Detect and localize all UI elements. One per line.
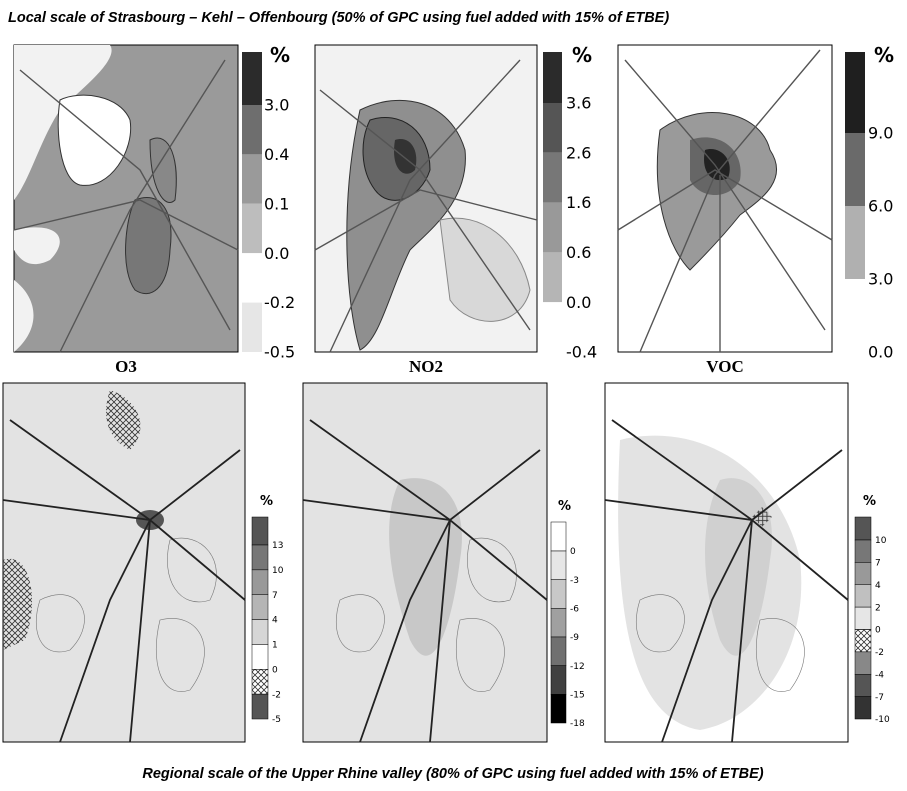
legend-swatch [242, 253, 262, 303]
legend-label: 0.0 [264, 244, 289, 263]
legend-swatch [543, 302, 562, 352]
legend-label: 9.0 [868, 124, 893, 143]
map-regional-voc [604, 382, 849, 743]
legend-swatch [550, 550, 567, 580]
map-voc [617, 44, 833, 353]
legend-swatch [251, 644, 269, 670]
legend-swatch [845, 133, 865, 206]
legend-swatch [251, 619, 269, 645]
legend-label: 7 [272, 591, 278, 601]
top-title: Local scale of Strasbourg – Kehl – Offen… [8, 10, 669, 26]
legend-swatch [854, 516, 872, 541]
legend-swatch [854, 674, 872, 697]
legend-swatch [251, 594, 269, 620]
legend-swatch [251, 569, 269, 595]
legend-label: 13 [272, 541, 283, 551]
legend-swatch [854, 539, 872, 563]
legend-label: 4 [875, 581, 881, 591]
legend-label: 4 [272, 616, 278, 626]
legend-label: 2 [875, 603, 881, 613]
bottom-title: Regional scale of the Upper Rhine valley… [142, 766, 763, 782]
legend-swatch [543, 103, 562, 153]
legend-unit: % [863, 494, 876, 509]
legend-label: -7 [875, 693, 884, 703]
legend-swatch [854, 629, 872, 653]
legend-label: 3.6 [566, 94, 591, 113]
legend-swatch [550, 608, 567, 638]
legend-label: -15 [570, 690, 585, 700]
legend-swatch [845, 52, 865, 133]
legend-label: -3 [570, 576, 579, 586]
legend-label: -4 [875, 670, 884, 680]
legend-swatch [550, 521, 567, 552]
legend-label: 0.6 [566, 243, 591, 262]
map-regional-no2 [302, 382, 548, 743]
legend-swatch [543, 202, 562, 253]
legend-swatch [543, 152, 562, 203]
legend-label: 0.4 [264, 145, 289, 164]
legend-swatch [543, 52, 562, 103]
legend-label: -0.5 [264, 343, 295, 362]
legend-label: 10 [272, 566, 284, 576]
legend-label: 7 [875, 559, 881, 569]
legend-swatch [854, 562, 872, 585]
panel-label: O3 [115, 357, 137, 376]
legend-unit: % [572, 43, 592, 67]
legend-label: -2 [272, 690, 281, 700]
legend-label: -2 [875, 648, 884, 658]
legend-label: 0 [875, 626, 881, 636]
legend-label: 10 [875, 536, 887, 546]
legend-label: 6.0 [868, 197, 893, 216]
map-regional-o3 [2, 382, 246, 743]
legend-swatch [251, 693, 269, 720]
legend-unit: % [270, 43, 290, 67]
legend-swatch [550, 694, 567, 724]
legend-swatch [854, 651, 872, 675]
panel-label: NO2 [409, 357, 443, 376]
panel-label: VOC [706, 357, 743, 376]
map-no2 [314, 44, 538, 353]
legend-swatch [251, 669, 269, 695]
legend-label: -5 [272, 715, 281, 725]
legend-swatch [550, 579, 567, 609]
legend-swatch [242, 105, 262, 155]
legend-label: 0.1 [264, 194, 289, 213]
legend-swatch [242, 302, 262, 352]
legend-swatch [242, 203, 262, 254]
legend-label: -9 [570, 633, 579, 643]
legend-label: 0.0 [566, 293, 591, 312]
legend-unit: % [558, 499, 571, 514]
legend-label: -10 [875, 715, 890, 725]
legend-label: -0.4 [566, 343, 597, 362]
legend-swatch [251, 544, 269, 571]
legend-label: 1 [272, 641, 278, 651]
legend-label: -18 [570, 719, 585, 729]
legend-label: 0.0 [868, 343, 893, 362]
legend-swatch [854, 696, 872, 720]
legend-swatch [854, 606, 872, 630]
legend-label: 3.0 [868, 270, 893, 289]
map-o3 [13, 44, 239, 353]
legend-label: 0 [272, 665, 278, 675]
legend-swatch [242, 154, 262, 204]
legend-swatch [845, 279, 865, 352]
legend-label: 0 [570, 547, 576, 557]
legend-swatch [251, 516, 269, 546]
legend-swatch [550, 665, 567, 695]
legend-swatch [845, 206, 865, 279]
legend-unit: % [874, 43, 894, 67]
legend-swatch [854, 584, 872, 608]
legend-label: 2.6 [566, 143, 591, 162]
legend-swatch [242, 52, 262, 105]
legend-label: 1.6 [566, 193, 591, 212]
legend-label: 3.0 [264, 96, 289, 115]
legend-unit: % [260, 494, 273, 509]
legend-label: -12 [570, 662, 585, 672]
legend-label: -0.2 [264, 293, 295, 312]
legend-swatch [543, 252, 562, 303]
legend-swatch [550, 636, 567, 666]
legend-label: -6 [570, 604, 579, 614]
